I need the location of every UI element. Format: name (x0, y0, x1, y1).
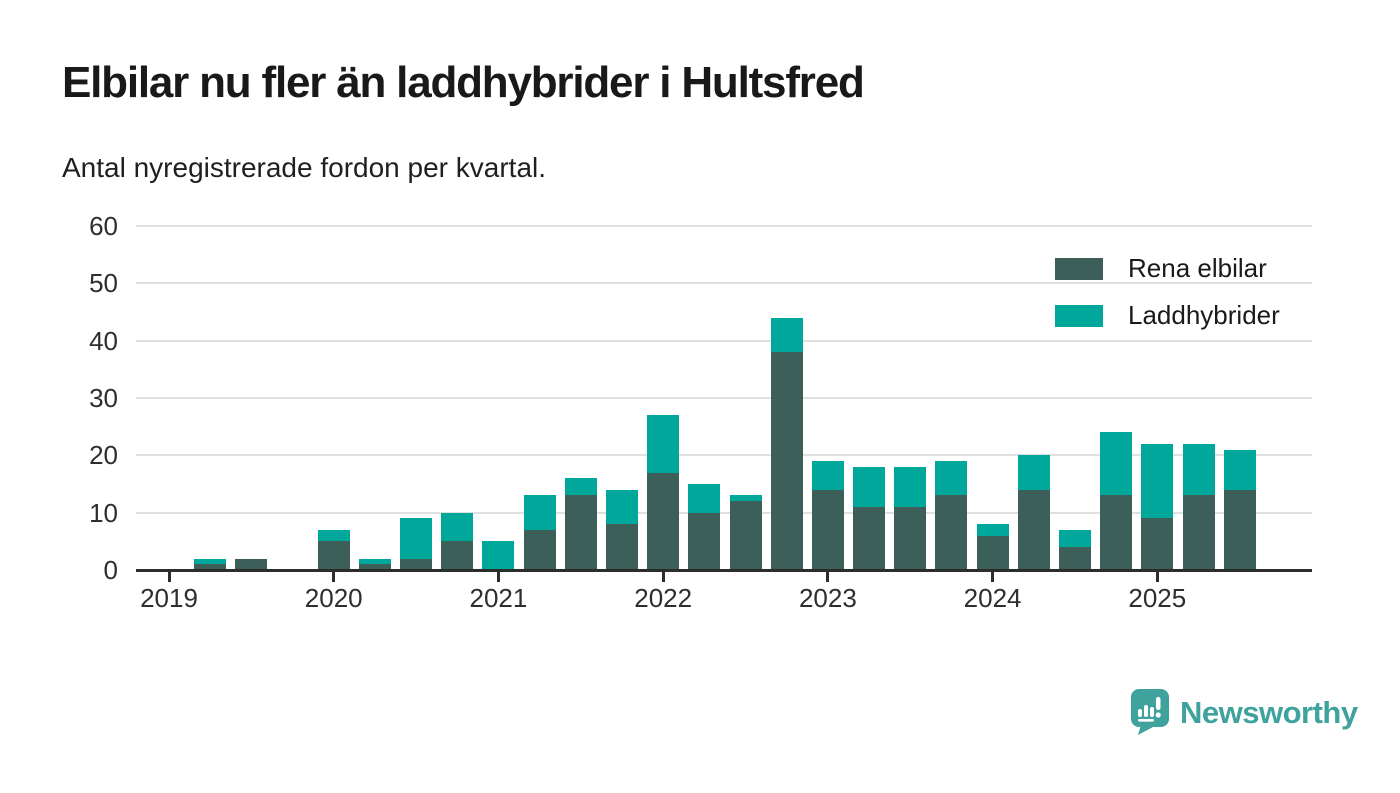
bar-2022-q1-laddhybrider (647, 415, 680, 473)
bar-2020-q1-laddhybrider (317, 529, 350, 542)
legend-label: Laddhybrider (1128, 300, 1280, 330)
x-axis-tick-2021 (496, 571, 500, 582)
x-axis-tick-2023 (826, 571, 830, 582)
bar-2025-q1-rena-elbilar (1141, 518, 1174, 570)
bar-2021-q4-laddhybrider (605, 489, 638, 525)
legend-swatch-rena-elbilar (1055, 257, 1103, 280)
y-axis-label-0: 0 (103, 555, 118, 585)
bar-2022-q2-laddhybrider (688, 484, 721, 513)
y-axis-label-50: 50 (89, 268, 118, 299)
bar-2021-q4-rena-elbilar (605, 524, 638, 570)
bar-2024-q1-rena-elbilar (976, 535, 1009, 570)
bar-2025-q2-rena-elbilar (1182, 495, 1215, 570)
bar-2024-q2-laddhybrider (1017, 455, 1050, 490)
x-axis-label-2025: 2025 (1128, 583, 1187, 613)
bar-2020-q3-rena-elbilar (400, 558, 433, 570)
bar-2019-q2-laddhybrider (194, 558, 227, 565)
bar-2024-q1-laddhybrider (976, 524, 1009, 536)
newsworthy-logo-text: Newsworthy (1180, 694, 1358, 730)
x-axis-label-2024: 2024 (963, 583, 1022, 613)
y-axis-label-40: 40 (89, 325, 118, 356)
bar-2022-q3-laddhybrider (729, 495, 762, 502)
x-axis-label-2021: 2021 (469, 583, 528, 613)
bar-2019-q3-rena-elbilar (235, 558, 268, 570)
bar-2021-q3-laddhybrider (564, 478, 597, 496)
bar-2021-q2-laddhybrider (523, 495, 556, 530)
bar-2025-q3-rena-elbilar (1223, 489, 1256, 570)
bar-2020-q4-laddhybrider (441, 512, 474, 542)
bar-2024-q3-laddhybrider (1058, 529, 1091, 548)
bar-2023-q2-rena-elbilar (853, 506, 886, 570)
bar-2023-q1-laddhybrider (811, 461, 844, 490)
legend-swatch-laddhybrider (1055, 304, 1103, 327)
bar-2023-q4-rena-elbilar (935, 495, 968, 570)
bar-2024-q2-rena-elbilar (1017, 489, 1050, 570)
x-axis-tick-2024 (991, 571, 995, 582)
y-axis-label-10: 10 (89, 497, 118, 528)
bar-2019-q2-rena-elbilar (194, 564, 227, 570)
bar-2020-q2-laddhybrider (358, 558, 391, 565)
y-axis-label-30: 30 (89, 383, 118, 413)
bar-2022-q1-rena-elbilar (647, 472, 680, 570)
x-axis-tick-2025 (1155, 571, 1159, 582)
x-axis-label-2023: 2023 (798, 583, 857, 613)
bar-2023-q4-laddhybrider (935, 461, 968, 496)
y-axis-label-20: 20 (89, 440, 118, 471)
bar-2025-q2-laddhybrider (1182, 443, 1215, 496)
x-axis-line (136, 568, 1312, 572)
chart-subtitle: Antal nyregistrerade fordon per kvartal. (62, 152, 547, 183)
x-axis-label-2019: 2019 (140, 583, 198, 613)
bar-2022-q4-laddhybrider (770, 317, 803, 353)
bar-2023-q2-laddhybrider (853, 466, 886, 507)
bar-2021-q2-rena-elbilar (523, 529, 556, 570)
y-axis-label-60: 60 (89, 211, 118, 241)
bar-2023-q1-rena-elbilar (811, 489, 844, 570)
bar-2021-q1-laddhybrider (482, 541, 515, 570)
legend-item-laddhybrider: Laddhybrider (1055, 300, 1280, 331)
x-axis-tick-2022 (661, 571, 665, 582)
newsworthy-brand: Newsworthy (1131, 689, 1358, 736)
bar-2025-q3-laddhybrider (1223, 449, 1256, 490)
bar-2022-q2-rena-elbilar (688, 512, 721, 570)
bar-2023-q3-laddhybrider (894, 466, 927, 507)
bar-2020-q4-rena-elbilar (441, 541, 474, 570)
gridline-20 (136, 454, 1312, 457)
legend-item-rena-elbilar: Rena elbilar (1055, 253, 1280, 284)
bar-2025-q1-laddhybrider (1141, 443, 1174, 519)
gridline-10 (136, 511, 1312, 514)
bar-2021-q3-rena-elbilar (564, 495, 597, 570)
bar-2020-q3-laddhybrider (400, 518, 433, 559)
x-axis-label-2020: 2020 (304, 583, 363, 613)
newsworthy-logo-icon (1131, 689, 1169, 735)
x-axis-label-2022: 2022 (634, 583, 693, 613)
bar-2024-q3-rena-elbilar (1058, 547, 1091, 570)
gridline-30 (136, 397, 1312, 399)
bar-2020-q1-rena-elbilar (317, 541, 350, 570)
bar-2022-q3-rena-elbilar (729, 501, 762, 570)
bar-2024-q4-rena-elbilar (1100, 495, 1133, 570)
x-axis-tick-2019 (167, 571, 171, 582)
bar-2020-q2-rena-elbilar (358, 564, 391, 570)
bar-2022-q4-rena-elbilar (770, 352, 803, 570)
x-axis-tick-2020 (332, 571, 336, 582)
bar-2024-q4-laddhybrider (1100, 432, 1133, 496)
legend: Rena elbilar Laddhybrider (1055, 253, 1280, 347)
gridline-40 (136, 339, 1312, 342)
gridline-50 (136, 282, 1312, 285)
bar-2023-q3-rena-elbilar (894, 506, 927, 570)
chart-title: Elbilar nu fler än laddhybrider i Hultsf… (62, 58, 865, 107)
gridline-60 (136, 225, 1312, 227)
legend-label: Rena elbilar (1128, 253, 1267, 283)
